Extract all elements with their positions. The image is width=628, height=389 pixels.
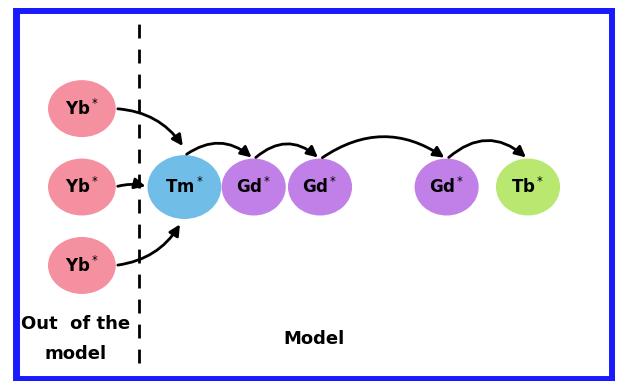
- Text: model: model: [45, 345, 107, 363]
- Text: Yb$^*$: Yb$^*$: [65, 256, 99, 275]
- Text: Gd$^*$: Gd$^*$: [429, 177, 464, 197]
- Text: Tm$^*$: Tm$^*$: [165, 177, 203, 197]
- Ellipse shape: [497, 159, 560, 215]
- Text: Out  of the: Out of the: [21, 315, 131, 333]
- Ellipse shape: [222, 159, 285, 215]
- Ellipse shape: [49, 81, 115, 137]
- Ellipse shape: [415, 159, 478, 215]
- Ellipse shape: [49, 238, 115, 293]
- Ellipse shape: [289, 159, 352, 215]
- Text: Model: Model: [283, 329, 345, 348]
- Text: Gd$^*$: Gd$^*$: [236, 177, 271, 197]
- Ellipse shape: [148, 156, 220, 218]
- Text: Tb$^*$: Tb$^*$: [511, 177, 544, 197]
- Text: Gd$^*$: Gd$^*$: [302, 177, 338, 197]
- Ellipse shape: [49, 159, 115, 215]
- Text: Yb$^*$: Yb$^*$: [65, 98, 99, 119]
- Text: Yb$^*$: Yb$^*$: [65, 177, 99, 197]
